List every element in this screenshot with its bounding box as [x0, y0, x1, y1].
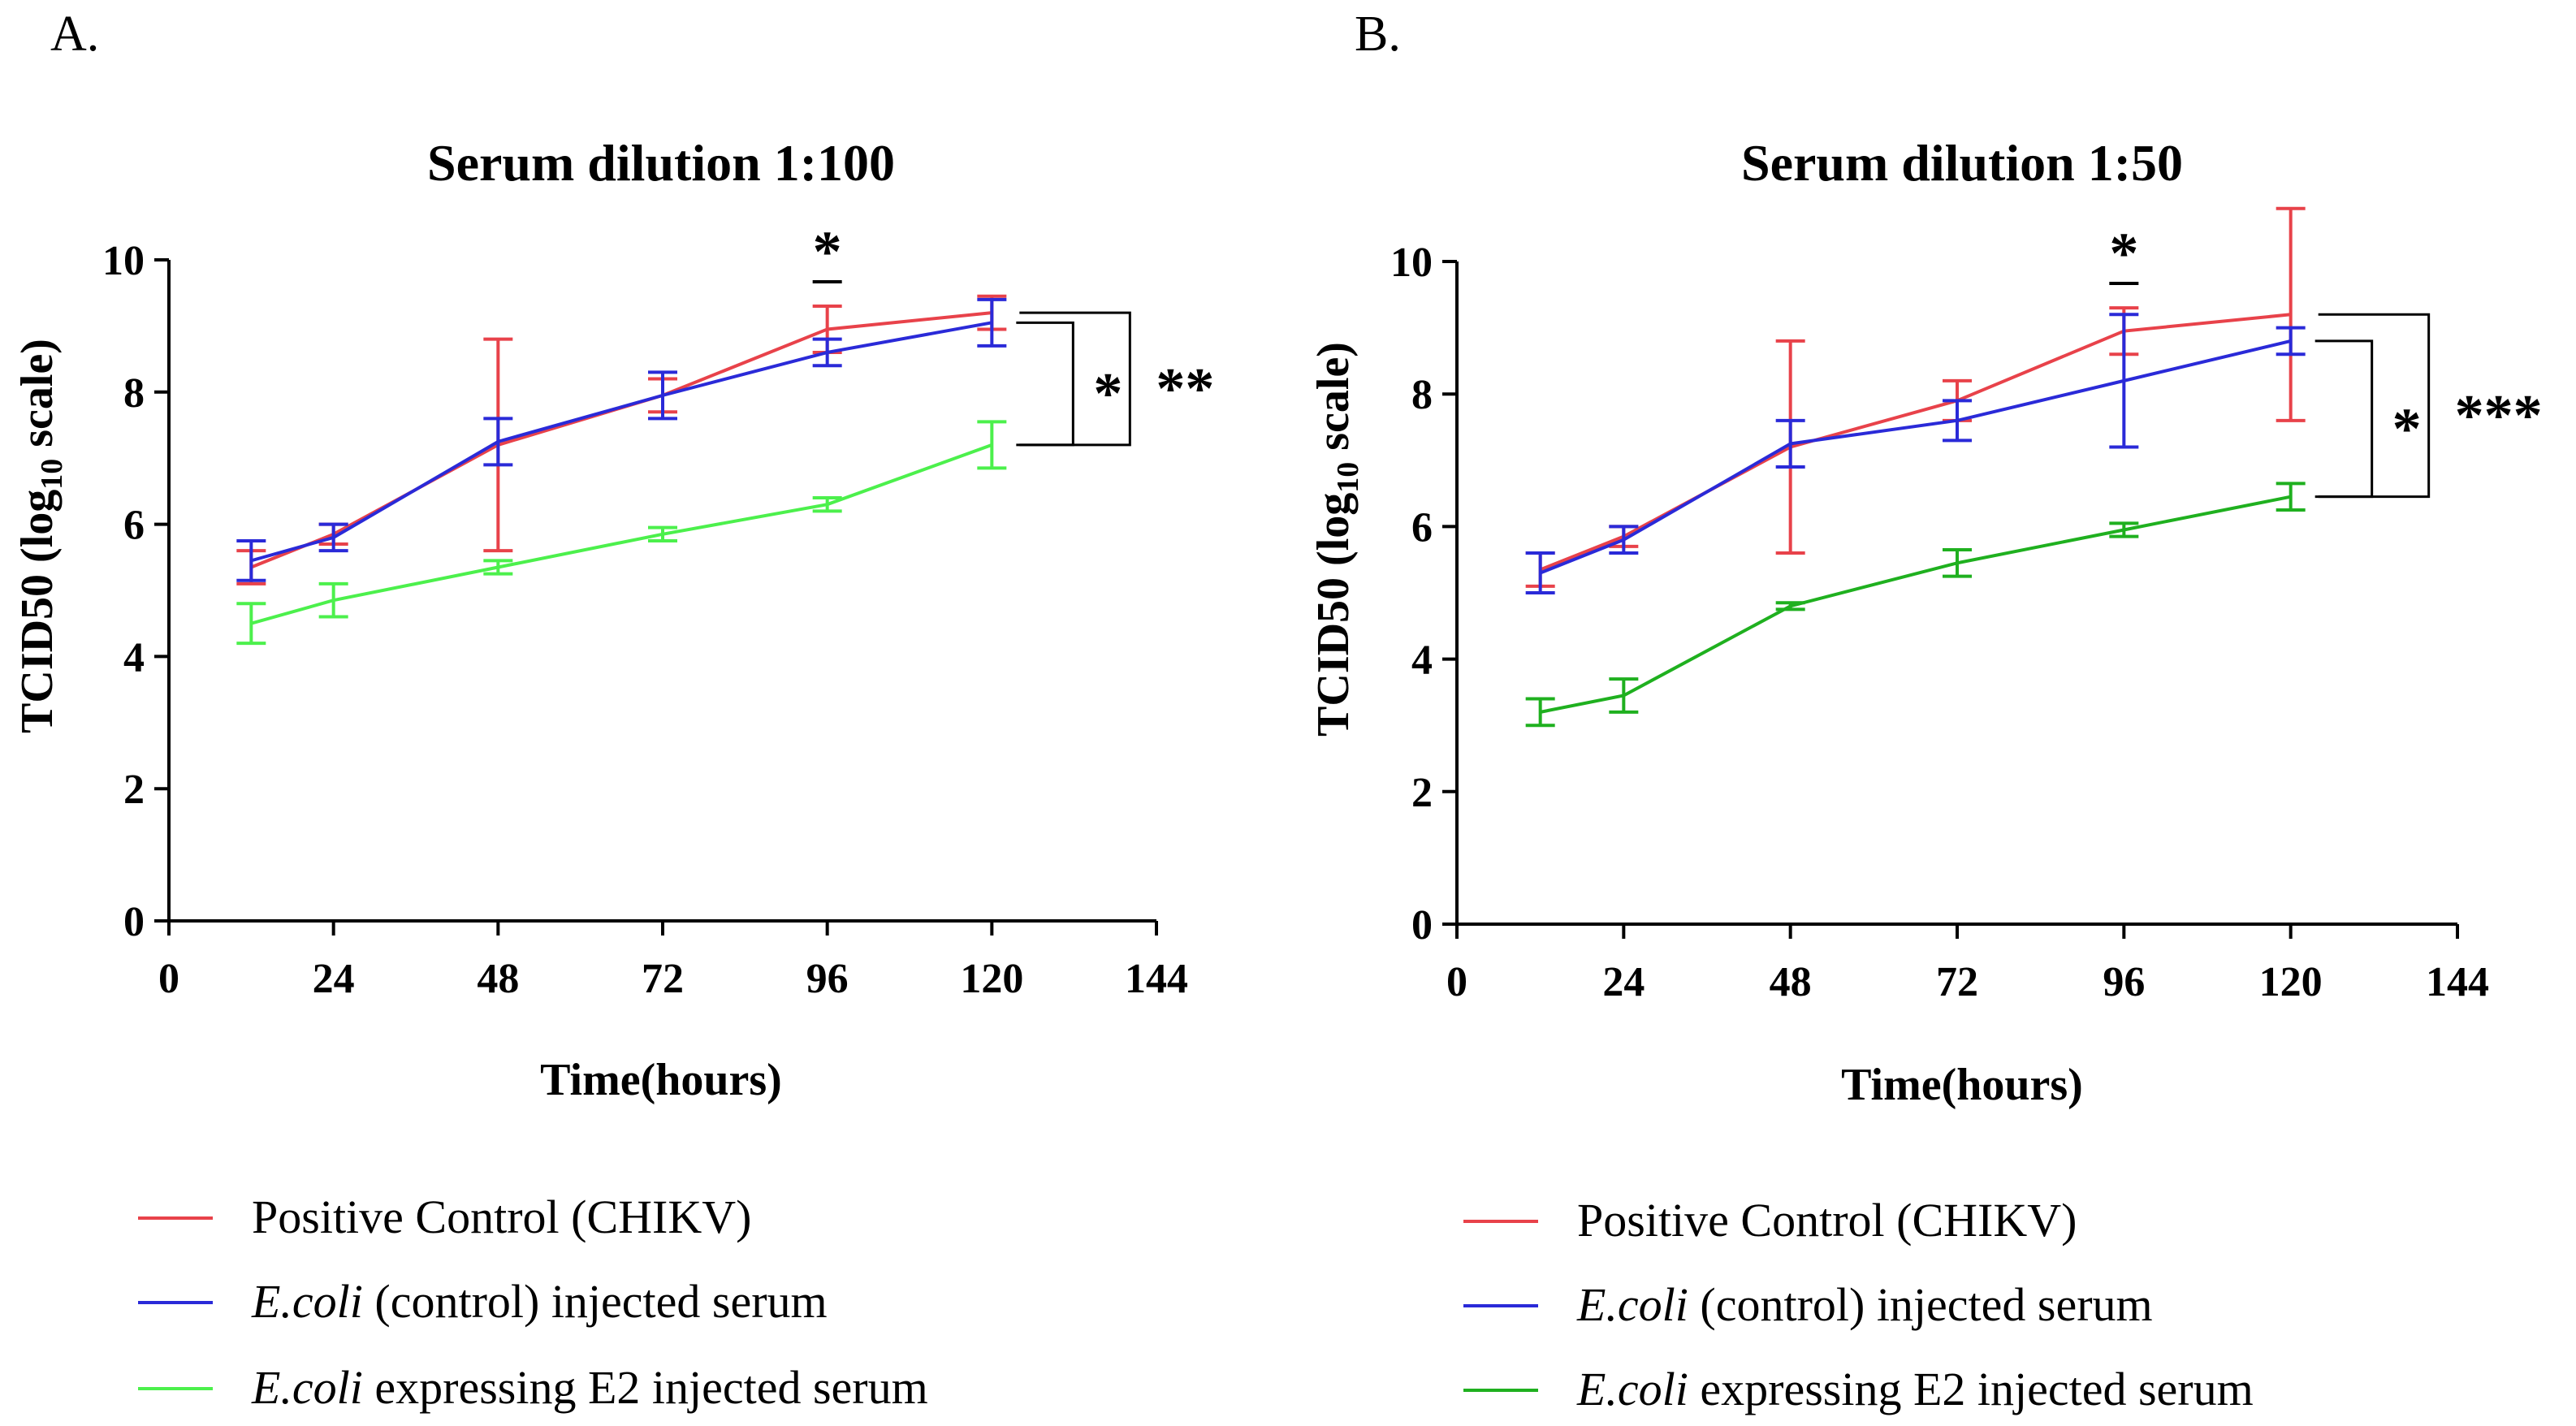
panel-label-b: B.: [1355, 6, 1401, 62]
x-tick-label: 120: [2259, 959, 2323, 1005]
x-axis-label-b: Time(hours): [1841, 1060, 2083, 1110]
y-tick-label: 4: [1411, 637, 1433, 684]
significance-bracket: [1016, 321, 1074, 447]
significance-marker: *: [813, 219, 842, 284]
legend-label: E.coli expressing E2 injected serum: [1576, 1363, 2254, 1415]
significance-bracket: [2315, 339, 2374, 499]
series-line: [1539, 339, 2292, 575]
y-tick-label: 2: [123, 767, 145, 813]
legend-label: E.coli expressing E2 injected serum: [251, 1361, 928, 1414]
x-tick-label: 0: [1446, 959, 1467, 1005]
x-tick-label: 120: [960, 956, 1023, 1002]
x-tick-label: 96: [2103, 959, 2145, 1005]
x-tick-label: 48: [477, 956, 519, 1002]
y-axis-label-tail: scale): [1308, 342, 1359, 462]
chart-title-b: Serum dilution 1:50: [1741, 134, 2183, 192]
y-axis-label-sub: 10: [1331, 462, 1365, 493]
y-axis-label-tail: scale): [12, 339, 63, 459]
legend-label: E.coli (control) injected serum: [251, 1275, 828, 1328]
x-tick-label: 0: [158, 956, 179, 1002]
legend-b: Positive Control (CHIKV) E.coli (control…: [1463, 1194, 2254, 1415]
y-tick-label: 8: [123, 370, 145, 417]
y-tick-label: 10: [1390, 240, 1433, 286]
series-line: [250, 321, 992, 563]
x-tick-label: 96: [806, 956, 849, 1002]
significance-marker: ***: [2455, 382, 2543, 447]
legend-item: E.coli (control) injected serum: [1463, 1278, 2153, 1331]
y-tick-label: 4: [123, 634, 145, 681]
series-line: [250, 311, 992, 569]
x-tick-label: 144: [1125, 956, 1188, 1002]
series-line: [1539, 313, 2291, 572]
chart-title-a: Serum dilution 1:100: [427, 134, 895, 192]
x-tick-label: 24: [1602, 959, 1645, 1005]
y-axis-label-main: TCID50 (log: [12, 490, 63, 733]
x-tick-label: 72: [1936, 959, 1978, 1005]
significance-bracket: [2318, 313, 2431, 499]
significance-marker: *: [2392, 396, 2422, 461]
legend-label: E.coli (control) injected serum: [1576, 1278, 2153, 1331]
significance-marker: **: [1156, 356, 1214, 421]
x-tick-label: 48: [1770, 959, 1812, 1005]
legend-item: Positive Control (CHIKV): [1463, 1194, 2077, 1247]
x-tick-label: 24: [313, 956, 355, 1002]
y-tick-label: 6: [123, 503, 145, 549]
y-tick-label: 10: [102, 238, 145, 284]
significance-marker: *: [2109, 221, 2138, 286]
y-axis-label-sub: 10: [35, 459, 69, 490]
legend-label: Positive Control (CHIKV): [252, 1190, 751, 1243]
legend-label: Positive Control (CHIKV): [1577, 1194, 2077, 1247]
legend-item: Positive Control (CHIKV): [138, 1190, 751, 1243]
x-tick-label: 144: [2426, 959, 2489, 1005]
series-line: [1540, 495, 2292, 714]
y-axis-label-b: TCID50 (log10 scale): [1308, 342, 1365, 737]
legend-item: E.coli (control) injected serum: [138, 1275, 828, 1328]
legend-a: Positive Control (CHIKV) E.coli (control…: [138, 1190, 928, 1414]
legend-item: E.coli expressing E2 injected serum: [138, 1361, 928, 1414]
y-tick-label: 2: [1411, 770, 1433, 816]
x-axis-label-a: Time(hours): [540, 1055, 782, 1105]
significance-bracket: [1019, 311, 1131, 447]
y-tick-label: 0: [1411, 902, 1433, 949]
series-line: [250, 443, 993, 625]
y-tick-label: 0: [123, 899, 145, 945]
legend-item: E.coli expressing E2 injected serum: [1463, 1363, 2254, 1415]
significance-marker: *: [1093, 361, 1122, 426]
y-tick-label: 6: [1411, 504, 1433, 551]
y-axis-label-a: TCID50 (log10 scale): [12, 339, 69, 733]
panel-label-a: A.: [50, 6, 99, 62]
y-axis-label-main: TCID50 (log: [1308, 493, 1359, 737]
y-tick-label: 8: [1411, 372, 1433, 418]
x-tick-label: 72: [642, 956, 684, 1002]
